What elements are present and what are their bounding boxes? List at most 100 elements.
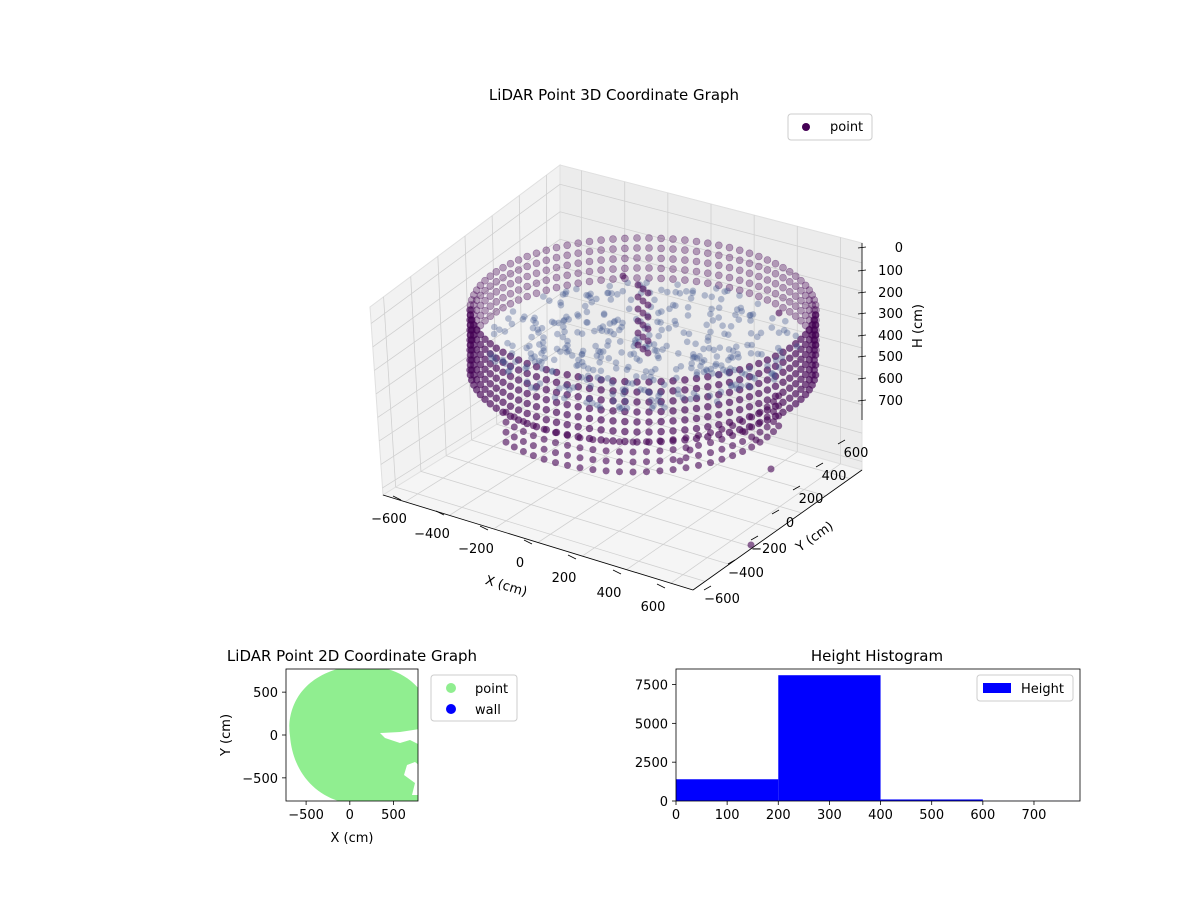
point-marker <box>492 267 501 276</box>
point-marker <box>492 277 501 286</box>
point-marker <box>721 330 728 338</box>
x-tick-label: 400 <box>868 808 893 823</box>
point-marker <box>552 368 561 377</box>
point-marker <box>609 275 617 283</box>
point-marker <box>532 259 541 268</box>
point-marker <box>684 312 692 319</box>
x-axis-line <box>382 494 694 591</box>
point-marker <box>768 370 775 378</box>
point-marker <box>486 379 495 388</box>
y-tick-label: 7500 <box>635 679 668 694</box>
point-marker <box>523 359 532 368</box>
point-marker <box>614 291 621 298</box>
point-marker <box>551 394 559 401</box>
point-marker <box>671 317 679 325</box>
point-marker <box>509 308 517 315</box>
point-marker <box>791 292 800 301</box>
point-marker <box>502 360 509 367</box>
point-marker <box>529 422 537 430</box>
point-marker <box>692 237 701 246</box>
point-marker <box>578 374 585 381</box>
point-marker <box>725 346 733 353</box>
point-marker <box>805 286 814 295</box>
point-marker <box>609 265 617 273</box>
point-marker <box>643 458 650 466</box>
point-marker <box>745 362 754 371</box>
point-marker <box>542 286 551 295</box>
point-marker <box>748 443 756 451</box>
point-marker <box>771 362 780 371</box>
point-marker <box>548 318 556 326</box>
grid-line <box>496 423 802 514</box>
point-marker <box>491 358 499 365</box>
point-marker <box>502 418 510 426</box>
point-marker <box>692 277 701 286</box>
point-marker <box>735 375 744 384</box>
point-marker <box>645 408 653 416</box>
point-marker <box>714 241 723 250</box>
point-marker <box>532 392 541 401</box>
point-marker <box>801 291 810 300</box>
point-marker <box>523 252 532 261</box>
point-marker <box>770 428 777 436</box>
point-marker <box>735 385 744 394</box>
point-marker <box>633 264 641 272</box>
point-marker <box>797 335 805 344</box>
z-tick-label: 600 <box>878 372 903 387</box>
point-marker <box>531 314 538 322</box>
point-marker <box>563 380 572 389</box>
point-marker <box>629 468 637 476</box>
point-marker <box>588 298 596 306</box>
point-marker <box>528 333 535 341</box>
point-marker <box>634 281 642 289</box>
point-marker <box>738 369 746 377</box>
point-marker <box>609 235 617 243</box>
point-marker <box>692 404 701 413</box>
point-marker <box>621 264 629 273</box>
point-marker <box>763 286 772 294</box>
point-marker <box>629 438 637 446</box>
point-marker <box>552 388 561 397</box>
point-marker <box>657 377 665 386</box>
point-marker <box>499 358 507 367</box>
point-marker <box>542 246 551 255</box>
x-tick-label: 300 <box>817 808 842 823</box>
point-marker <box>486 302 495 311</box>
point-marker <box>779 293 787 302</box>
point-marker <box>679 394 687 402</box>
point-marker <box>791 282 800 291</box>
point-marker <box>481 365 489 374</box>
point-marker <box>542 395 551 404</box>
point-marker <box>506 352 515 361</box>
point-marker <box>725 356 732 364</box>
point-marker <box>754 379 763 388</box>
point-marker <box>808 301 817 309</box>
point-marker <box>735 256 744 265</box>
point-marker <box>532 372 541 381</box>
point-marker <box>754 389 763 398</box>
point-marker <box>466 321 475 329</box>
point-marker <box>597 348 604 356</box>
point-marker <box>469 301 478 309</box>
point-marker <box>643 468 650 476</box>
point-marker <box>605 355 613 362</box>
z-tick-mark <box>857 399 867 402</box>
legend-3d: point <box>787 113 873 141</box>
point-marker <box>771 299 780 308</box>
point-marker <box>492 287 501 296</box>
x-tick-label: 600 <box>641 600 666 615</box>
point-marker <box>703 372 712 381</box>
point-marker <box>523 262 532 271</box>
point-marker <box>562 288 570 296</box>
point-marker <box>645 254 653 262</box>
point-marker <box>566 386 573 394</box>
x-tick-label: 700 <box>1022 808 1047 823</box>
point-marker <box>519 448 527 455</box>
point-marker <box>704 334 712 341</box>
point-marker <box>557 348 564 355</box>
grid-line <box>375 266 863 395</box>
point-marker <box>552 283 561 292</box>
point-marker <box>621 234 629 243</box>
point-marker <box>578 358 586 366</box>
point-marker <box>785 297 794 306</box>
